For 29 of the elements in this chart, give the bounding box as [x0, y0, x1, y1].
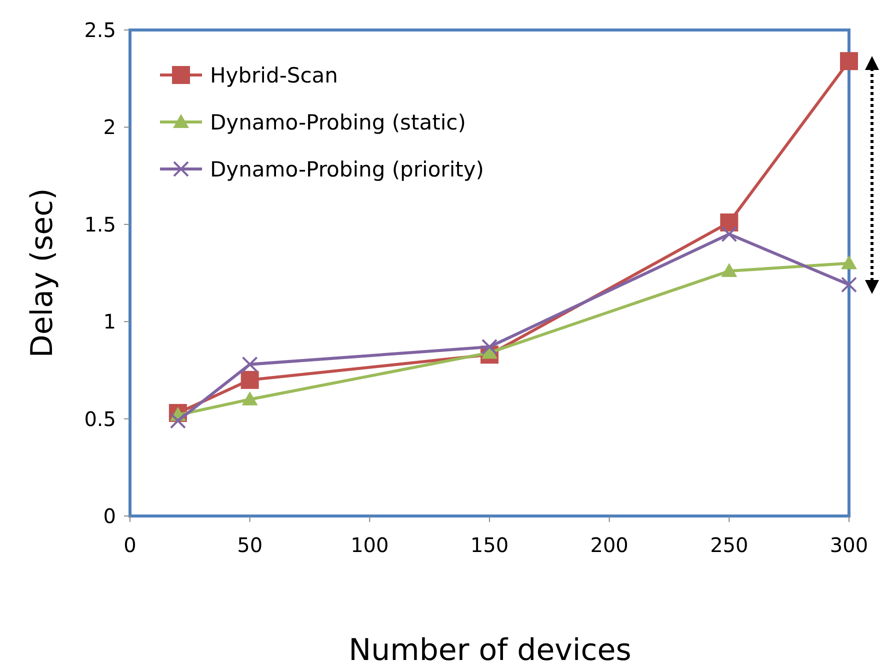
point — [720, 213, 738, 232]
y-tick-label: 0.5 — [84, 406, 116, 431]
x-tick-label: 0 — [124, 533, 136, 557]
point — [841, 255, 857, 270]
legend-label: Dynamo-Probing (static) — [210, 110, 466, 134]
point — [840, 52, 858, 70]
point — [721, 226, 738, 242]
legend-label: Dynamo-Probing (priority) — [210, 157, 484, 182]
point — [240, 370, 259, 389]
x-tick-label: 150 — [470, 533, 509, 557]
x-tick-label: 50 — [237, 533, 263, 557]
x-tick-label: 300 — [830, 533, 868, 557]
y-tick-label: 1.5 — [84, 212, 116, 236]
x-tick-label: 250 — [710, 533, 748, 557]
x-tick-label: 100 — [350, 533, 389, 557]
point — [242, 356, 258, 372]
x-axis-title: Number of devices — [348, 633, 632, 668]
y-axis-title: Delay (sec) — [25, 188, 60, 358]
point — [841, 276, 857, 293]
y-tick-label: 0 — [103, 504, 116, 528]
legend-label: Hybrid-Scan — [210, 63, 338, 88]
point — [170, 412, 186, 429]
point — [482, 338, 498, 355]
x-tick-label: 200 — [590, 533, 628, 557]
y-tick-label: 2.5 — [84, 18, 116, 42]
y-tick-label: 1 — [103, 310, 116, 334]
point — [721, 263, 738, 278]
point — [242, 391, 258, 406]
y-tick-label: 2 — [103, 115, 116, 140]
